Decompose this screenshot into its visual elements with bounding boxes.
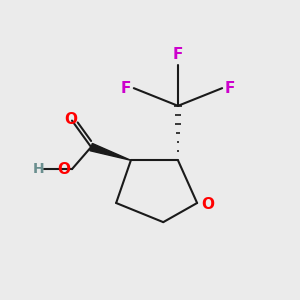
- Polygon shape: [90, 143, 131, 160]
- Text: H: H: [32, 162, 44, 176]
- Text: F: F: [225, 81, 236, 96]
- Text: O: O: [58, 162, 70, 177]
- Text: O: O: [64, 112, 77, 127]
- Text: F: F: [173, 47, 183, 62]
- Text: F: F: [121, 81, 131, 96]
- Text: O: O: [201, 197, 214, 212]
